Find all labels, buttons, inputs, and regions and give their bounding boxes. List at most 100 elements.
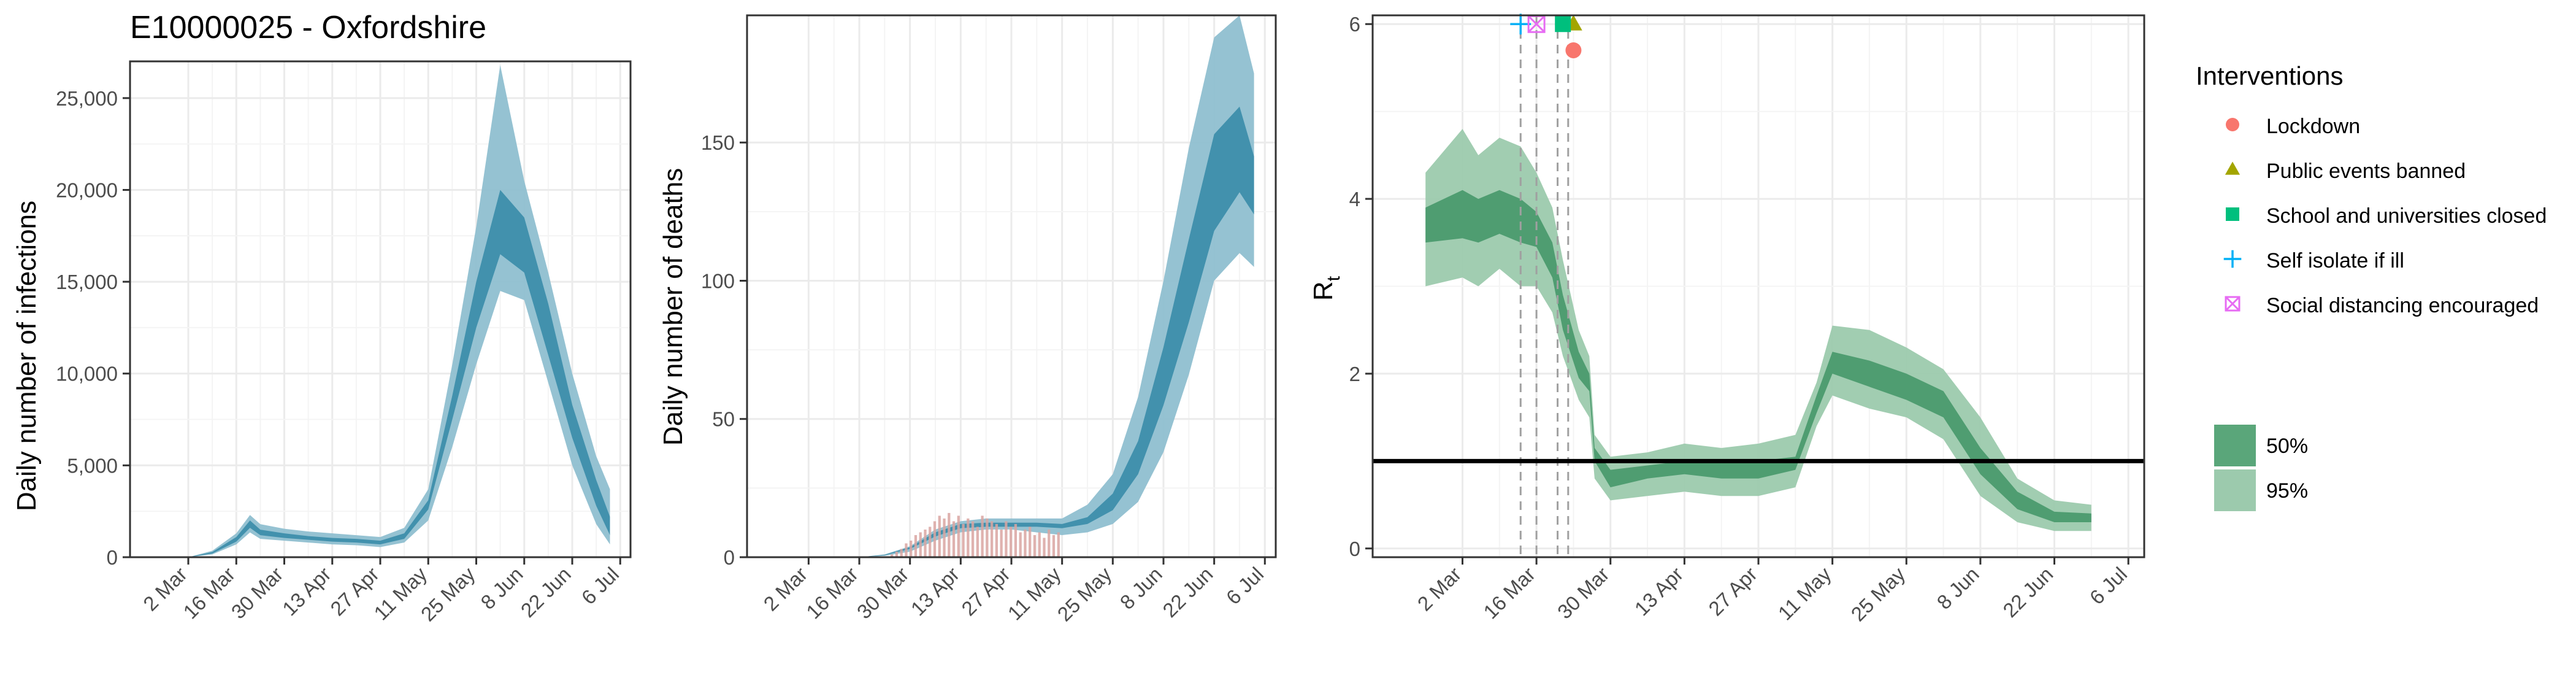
observed-death-bars [891, 512, 1060, 557]
death-bar [1014, 523, 1018, 557]
x-tick-label: 16 Mar [802, 563, 862, 623]
band-50 [1425, 190, 2091, 522]
x-tick-label: 8 Jun [1933, 563, 1984, 614]
x-tick-label: 22 Jun [516, 563, 575, 622]
death-bar [1043, 538, 1046, 557]
death-bar [1038, 532, 1041, 557]
legend-band-label: 95% [2266, 479, 2308, 503]
legend-key-triangle [2225, 161, 2241, 175]
x-tick-label: 22 Jun [1158, 563, 1217, 622]
death-bar [924, 529, 927, 557]
legend: Interventions Lockdown Public events bann… [2196, 61, 2547, 511]
infections-panel: E10000025 - Oxfordshire Daily number of … [12, 10, 632, 625]
death-bar [995, 523, 999, 557]
x-tick-label: 30 Mar [853, 563, 913, 623]
band-50 [808, 106, 1254, 557]
band-95 [1425, 129, 2091, 531]
x-tick-label: 30 Mar [1553, 563, 1614, 623]
death-bar [919, 532, 922, 557]
deaths-panel: Daily number of deaths 0 50 100 150 2 Mar16… [658, 14, 1277, 625]
x-tick-label: 11 May [1774, 562, 1836, 624]
y-tick-label: 20,000 [56, 179, 118, 201]
rt-panel: Rt 0 2 4 6 2 Mar 16 Mar 30 Mar 13 Apr 27 Apr 11 … [1308, 13, 2145, 625]
x-tick-label: 25 May [1053, 562, 1116, 625]
death-bar [981, 515, 984, 557]
y-tick-label: 5,000 [67, 454, 118, 477]
death-bar [971, 521, 975, 557]
death-bar [929, 527, 932, 557]
x-tick-label: 13 Apr [907, 563, 964, 620]
death-bar [1052, 534, 1056, 557]
death-bar [967, 518, 970, 557]
x-tick-label: 13 Apr [278, 563, 335, 620]
x-tick-label: 11 May [1003, 562, 1065, 624]
death-bar [990, 521, 994, 557]
intervention-marker-plus [1510, 14, 1531, 35]
x-tick-label: 6 Jul [2085, 563, 2131, 609]
death-bar [895, 551, 899, 557]
y-tick-label: 0 [107, 546, 118, 569]
x-tick-label: 25 May [1847, 562, 1910, 625]
death-bar [948, 512, 951, 557]
y-tick-label: 2 [1349, 363, 1360, 385]
legend-key-square [2226, 207, 2239, 221]
y-axis-label: Daily number of infections [12, 201, 42, 511]
legend-bands: 50% 95% [2214, 425, 2308, 511]
death-bar [914, 534, 918, 557]
y-tick-label: 4 [1349, 188, 1360, 210]
infection-bands [188, 65, 610, 557]
death-bar [976, 527, 979, 557]
band-95 [808, 15, 1254, 557]
death-bar [1024, 529, 1027, 557]
death-bar [962, 523, 965, 557]
y-tick-label: 0 [724, 546, 735, 569]
y-axis-label: Daily number of deaths [658, 168, 688, 446]
y-tick-label: 0 [1349, 538, 1360, 560]
death-bar [905, 543, 908, 557]
death-bands [808, 15, 1254, 557]
death-bar [1019, 532, 1022, 557]
death-bar [910, 540, 913, 557]
x-tick-label: 16 Mar [1479, 563, 1539, 623]
legend-title: Interventions [2196, 61, 2343, 90]
death-bar [1000, 529, 1003, 557]
x-tick-label: 13 Apr [1630, 563, 1688, 620]
x-tick-label: 30 Mar [227, 563, 288, 623]
intervention-marker-circle [1565, 42, 1582, 58]
band-95 [188, 65, 610, 557]
x-tick-label: 22 Jun [1998, 563, 2057, 622]
death-bar [943, 518, 946, 557]
death-bar [1029, 527, 1032, 557]
death-bar [957, 515, 960, 557]
death-bar [1057, 532, 1060, 557]
legend-band-label: 50% [2266, 434, 2308, 458]
death-bar [891, 554, 894, 557]
intervention-marker-square [1555, 16, 1571, 33]
death-bar [952, 521, 956, 557]
x-tick-label: 6 Jul [577, 563, 623, 609]
y-tick-label: 10,000 [56, 363, 118, 385]
legend-key-plus [2223, 250, 2242, 268]
x-tick-label: 2 Mar [1413, 563, 1466, 615]
y-ticks: 0 50 100 150 [701, 131, 747, 569]
death-bar [1033, 534, 1037, 557]
legend-items: Lockdown Public events banned School and u… [2223, 115, 2547, 317]
y-ticks: 0 5,000 10,000 15,000 20,000 25,000 [56, 87, 130, 569]
death-bar [938, 515, 941, 557]
death-bar [1048, 529, 1051, 557]
chart-title: E10000025 - Oxfordshire [130, 10, 486, 45]
intervention-markers [1510, 14, 1582, 58]
legend-item-label: Public events banned [2266, 160, 2466, 183]
legend-item-label: Self isolate if ill [2266, 249, 2404, 272]
legend-item-label: School and universities closed [2266, 204, 2547, 228]
y-tick-label: 50 [712, 408, 735, 431]
legend-item-label: Social distancing encouraged [2266, 294, 2539, 317]
x-tick-label: 25 May [416, 562, 480, 625]
death-bar [1005, 521, 1008, 557]
y-tick-label: 6 [1349, 13, 1360, 36]
legend-band-swatch [2214, 469, 2256, 511]
y-tick-label: 150 [701, 131, 735, 154]
